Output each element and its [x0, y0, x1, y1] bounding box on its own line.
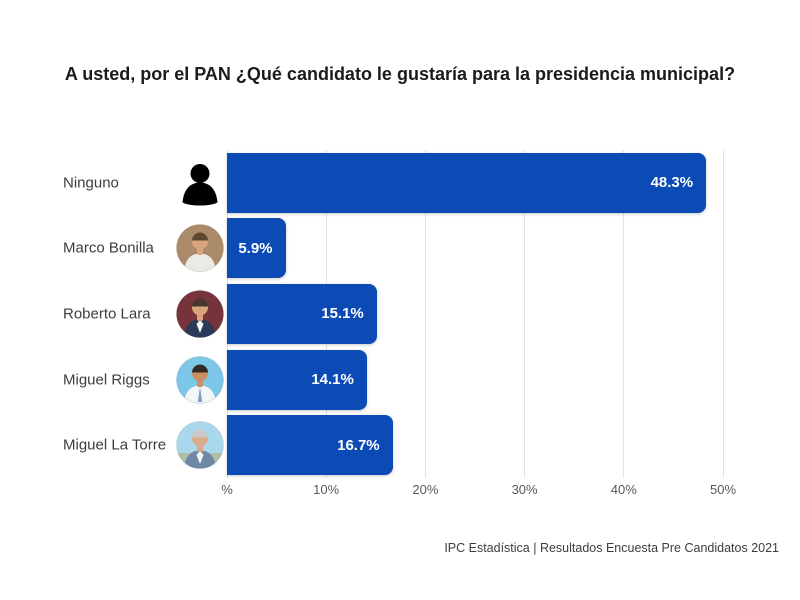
- x-axis-tick-label: 50%: [709, 482, 737, 497]
- bar-miguel-riggs: 14.1%: [227, 349, 367, 410]
- bar-value-label: 16.7%: [337, 436, 380, 454]
- source-caption: IPC Estadística | Resultados Encuesta Pr…: [444, 541, 779, 555]
- bar-chart: Ninguno 48.3% Marco Bonilla 5.9% Roberto L…: [0, 150, 800, 510]
- bar-value-label: 5.9%: [238, 239, 273, 257]
- bar-ninguno: 48.3%: [227, 152, 707, 213]
- chart-title: A usted, por el PAN ¿Qué candidato le gu…: [64, 64, 736, 84]
- gridline-20: [424, 150, 426, 478]
- x-axis-tick-label: 40%: [610, 482, 637, 497]
- avatar-roberto-lara: [176, 289, 224, 338]
- x-axis-tick-label: 10%: [313, 482, 340, 497]
- chart-row: Ninguno 48.3%: [0, 150, 800, 216]
- category-label: Roberto Lara: [63, 305, 151, 323]
- x-axis-tick-label: %: [221, 482, 233, 497]
- chart-row: Marco Bonilla 5.9%: [0, 216, 800, 282]
- bar-miguel-la-torre: 16.7%: [227, 415, 393, 476]
- person-silhouette-icon: [176, 159, 224, 207]
- avatar-miguel-la-torre: [176, 421, 224, 470]
- chart-row: Miguel Riggs 14.1%: [0, 347, 800, 413]
- bar-value-label: 48.3%: [650, 174, 694, 192]
- chart-row: Miguel La Torre 16.7%: [0, 412, 800, 478]
- x-axis-tick-label: 20%: [412, 482, 439, 497]
- category-label: Ninguno: [63, 174, 119, 192]
- category-label: Marco Bonilla: [63, 239, 154, 257]
- bar-roberto-lara: 15.1%: [227, 283, 377, 344]
- category-label: Miguel Riggs: [63, 371, 150, 389]
- avatar-marco-bonilla: [176, 224, 224, 273]
- bar-value-label: 15.1%: [321, 305, 364, 323]
- gridline-40: [623, 150, 625, 478]
- category-label: Miguel La Torre: [63, 436, 167, 454]
- bar-value-label: 14.1%: [311, 371, 354, 389]
- gridline-50: [722, 150, 724, 478]
- x-axis-tick-label: 30%: [511, 482, 538, 497]
- chart-row: Roberto Lara 15.1%: [0, 281, 800, 347]
- bar-marco-bonilla: 5.9%: [227, 218, 286, 279]
- avatar-miguel-riggs: [176, 355, 224, 404]
- gridline-30: [524, 150, 526, 478]
